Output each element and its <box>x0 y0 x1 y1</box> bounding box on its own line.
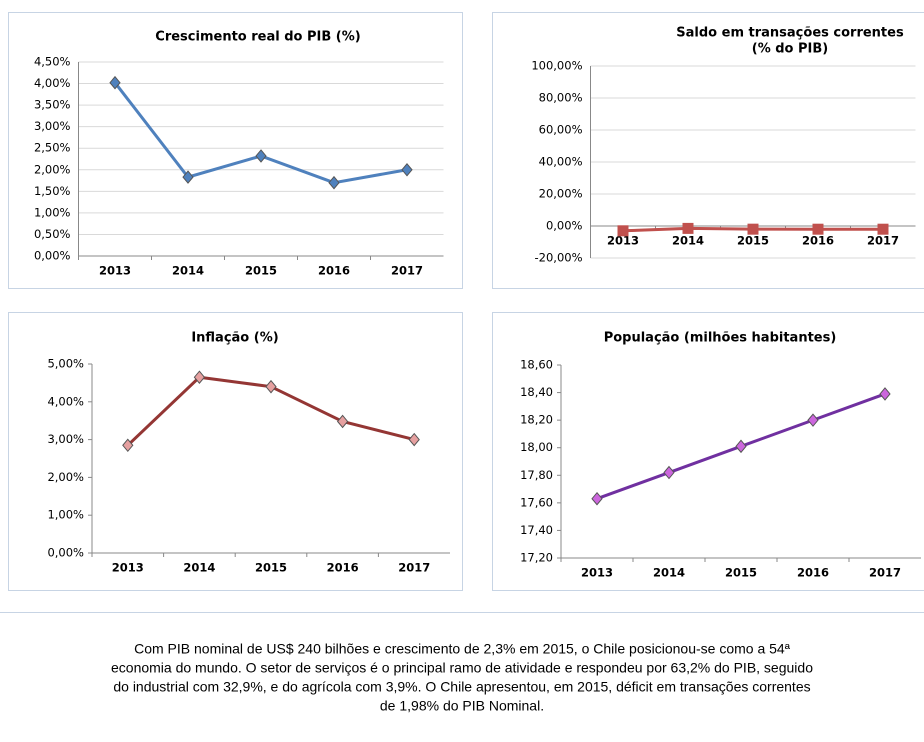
marker <box>265 379 277 394</box>
marker <box>617 225 629 237</box>
y-tick-label: 4,00% <box>34 76 71 90</box>
y-tick-label: 5,00% <box>47 357 84 371</box>
chart-title: Crescimento real do PIB (%) <box>155 30 360 45</box>
chart-frame <box>492 312 924 591</box>
marker <box>336 414 349 429</box>
x-tick-label: 2017 <box>391 264 423 278</box>
x-tick-label: 2016 <box>327 561 359 575</box>
y-tick-label: 18,40 <box>520 385 553 399</box>
marker <box>255 149 267 163</box>
y-tick-label: 17,20 <box>520 551 553 565</box>
x-tick-label: 2014 <box>672 234 704 248</box>
y-tick-label: 0,00% <box>34 249 71 263</box>
x-tick-label: 2013 <box>581 566 613 580</box>
paragraph-line: economia do mundo. O setor de serviços é… <box>111 660 813 676</box>
marker <box>877 223 889 235</box>
marker <box>663 465 675 480</box>
marker <box>408 432 420 447</box>
x-tick-label: 2014 <box>653 566 685 580</box>
paragraph-line: Com PIB nominal de US$ 240 bilhões e cre… <box>134 641 791 657</box>
y-tick-label: 2,50% <box>34 141 71 155</box>
chart-title: Inflação (%) <box>191 331 278 346</box>
marker <box>122 438 134 453</box>
paragraph-line: de 1,98% do PIB Nominal. <box>380 698 544 714</box>
y-tick-label: 2,00% <box>34 162 71 176</box>
marker <box>401 162 413 177</box>
x-tick-label: 2017 <box>867 234 899 248</box>
y-tick-label: 60,00% <box>539 123 583 137</box>
chart-frame <box>492 12 924 289</box>
x-tick-label: 2017 <box>398 561 430 575</box>
paragraph-line: do industrial com 32,9%, e do agrícola c… <box>113 679 810 695</box>
y-tick-label: 0,00% <box>546 219 583 233</box>
marker <box>182 170 194 184</box>
x-tick-label: 2016 <box>797 566 829 580</box>
marker <box>747 223 759 235</box>
y-tick-label: 0,50% <box>34 227 71 241</box>
marker <box>328 175 340 190</box>
y-tick-label: 80,00% <box>539 91 583 105</box>
y-tick-label: 3,50% <box>34 98 71 112</box>
chart-frame <box>8 12 463 289</box>
y-tick-label: 3,00% <box>34 119 71 133</box>
y-tick-label: 20,00% <box>539 187 583 201</box>
y-tick-label: 100,00% <box>531 59 582 73</box>
y-tick-label: 18,60 <box>520 358 553 372</box>
y-tick-label: 40,00% <box>539 155 583 169</box>
y-tick-label: 17,80 <box>520 468 553 482</box>
chart-title: (% do PIB) <box>752 42 828 57</box>
y-tick-label: 4,00% <box>47 394 84 408</box>
x-tick-label: 2015 <box>245 264 277 278</box>
y-tick-label: 0,00% <box>47 546 84 560</box>
marker <box>682 222 694 234</box>
y-tick-label: -20,00% <box>535 251 583 265</box>
x-tick-label: 2015 <box>725 566 757 580</box>
y-tick-label: 4,50% <box>34 55 71 69</box>
y-tick-label: 1,00% <box>34 205 71 219</box>
marker <box>879 387 891 401</box>
x-tick-label: 2014 <box>183 561 215 575</box>
y-tick-label: 17,60 <box>520 495 553 509</box>
marker <box>109 75 121 90</box>
x-tick-label: 2013 <box>607 234 639 248</box>
y-tick-label: 3,00% <box>47 432 84 446</box>
y-tick-label: 18,20 <box>520 413 553 427</box>
x-tick-label: 2015 <box>737 234 769 248</box>
x-tick-label: 2014 <box>172 264 204 278</box>
marker <box>735 439 747 454</box>
y-tick-label: 18,00 <box>520 440 553 454</box>
chart-frame <box>8 312 463 591</box>
x-tick-label: 2016 <box>802 234 834 248</box>
marker <box>591 491 603 506</box>
chart-title: Saldo em transações correntes <box>676 26 904 41</box>
x-tick-label: 2013 <box>99 264 131 278</box>
marker <box>193 370 206 385</box>
x-tick-label: 2015 <box>255 561 287 575</box>
chart-title: População (milhões habitantes) <box>604 331 837 346</box>
y-tick-label: 1,00% <box>47 508 84 522</box>
marker <box>807 413 819 427</box>
y-tick-label: 17,40 <box>520 523 553 537</box>
y-tick-label: 1,50% <box>34 184 71 198</box>
x-tick-label: 2013 <box>112 561 144 575</box>
y-tick-label: 2,00% <box>47 470 84 484</box>
x-tick-label: 2016 <box>318 264 350 278</box>
marker <box>812 223 824 235</box>
x-tick-label: 2017 <box>869 566 901 580</box>
